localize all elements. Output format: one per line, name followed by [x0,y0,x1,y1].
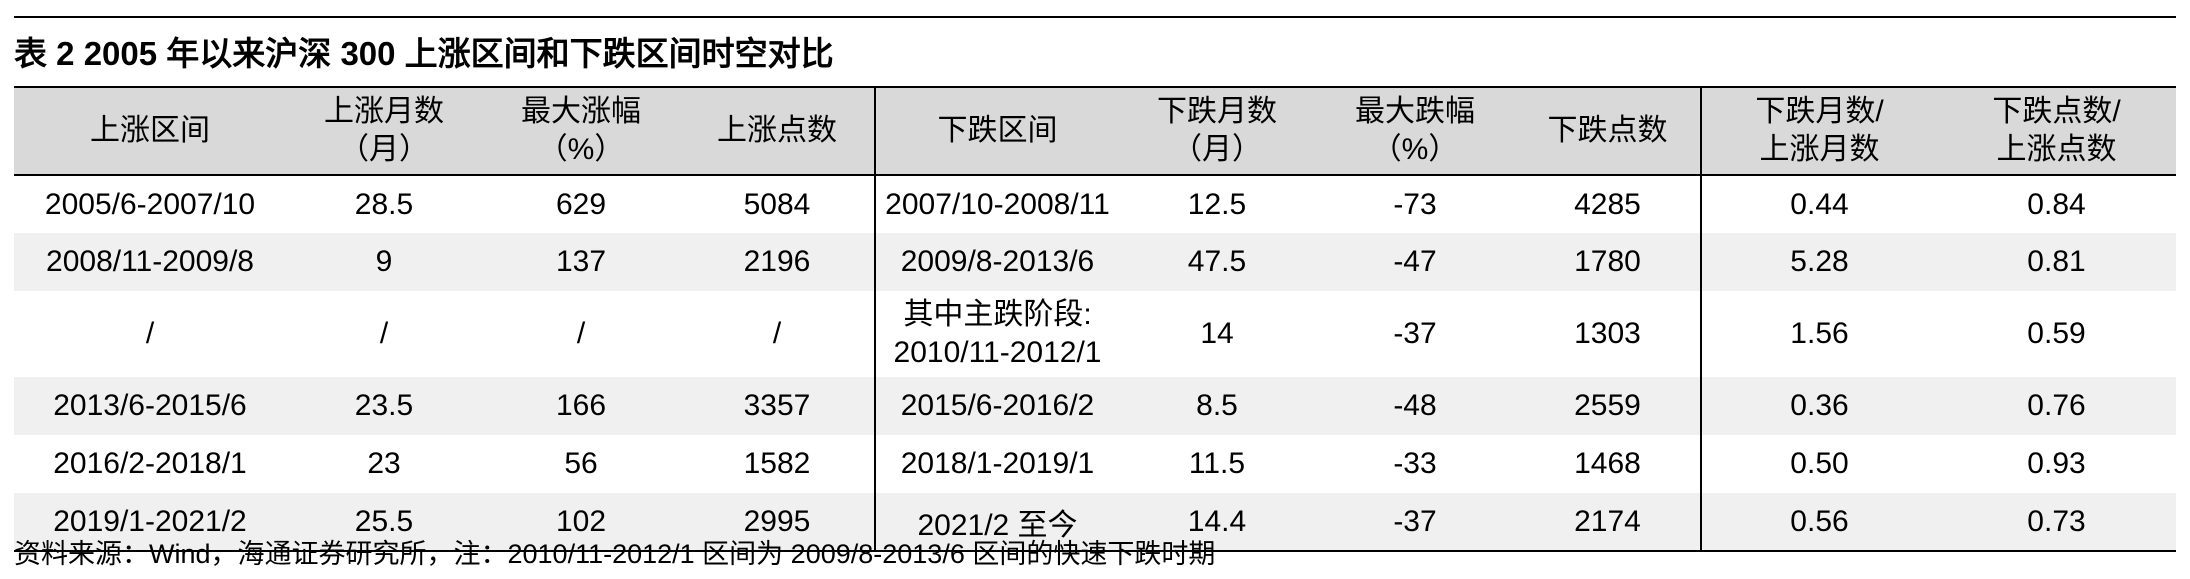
cell-max-gain: / [576,317,586,350]
cell-point-ratio: 0.93 [2027,447,2086,480]
cell-point-ratio: 0.59 [2027,317,2086,350]
cell-max-drop: -48 [1315,377,1515,435]
cell-month-ratio: 5.28 [1700,233,1937,291]
cell-month-ratio: 0.44 [1700,175,1937,233]
table-row: / / / / 其中主跌阶段: 2010/11-2012/1 14 -37 130… [14,291,2176,377]
table-title: 表 2 2005 年以来沪深 300 上涨区间和下跌区间时空对比 [14,35,834,72]
cell-up-points: 2995 [680,493,875,552]
cell-down-points: 4285 [1574,187,1641,221]
header-row: 上涨区间 上涨月数 （月） 最大涨幅 （%） 上涨点数 下跌区间 下跌月数 （月） 最… [14,86,2176,176]
table-row: 2013/6-2015/6 23.5 166 3357 2015/6-2016/… [14,377,2176,435]
cell-down-points: 2559 [1515,377,1701,435]
cell-up-range: 2019/1-2021/2 [14,493,286,552]
cell-max-drop: -37 [1315,493,1515,552]
cell-down-months: 11.5 [1188,447,1246,480]
cell-max-gain: 629 [555,187,607,221]
source-note: 资料来源：Wind，海通证券研究所，注：2010/11-2012/1 区间为 2… [14,539,1216,569]
cell-up-points: 1582 [743,447,811,480]
cell-max-gain: 102 [482,493,680,552]
cell-up-points: 5084 [743,187,811,221]
cell-up-range: 2016/2-2018/1 [53,447,247,480]
cell-max-drop: -37 [1393,317,1437,350]
cell-month-ratio: 0.36 [1700,377,1937,435]
cell-down-range: 其中主跌阶段: 2010/11-2012/1 [874,291,1119,377]
cell-down-range: 2015/6-2016/2 [874,377,1119,435]
header-max-drop: 最大跌幅 （%） [1315,86,1515,176]
cell-down-range-line1: 其中主跌阶段: [903,298,1092,331]
comparison-table: 上涨区间 上涨月数 （月） 最大涨幅 （%） 上涨点数 下跌区间 下跌月数 （月） 最… [14,86,2176,552]
cell-down-months: 47.5 [1119,233,1315,291]
table-row: 2016/2-2018/1 23 56 1582 2018/1-2019/1 1… [14,435,2176,493]
header-up-range: 上涨区间 [14,86,286,176]
header-down-points: 下跌点数 [1515,86,1701,176]
cell-point-ratio: 0.81 [1937,233,2176,291]
cell-up-months: 23.5 [286,377,482,435]
cell-up-range: 2008/11-2009/8 [14,233,286,291]
cell-up-points: 3357 [680,377,875,435]
cell-down-months: 12.5 [1187,187,1247,221]
cell-down-months: 14 [1200,317,1234,350]
cell-up-months: 23 [367,447,401,480]
header-up-months: 上涨月数 （月） [286,86,482,176]
cell-up-range: 2005/6-2007/10 [44,187,256,221]
cell-max-gain: 137 [482,233,680,291]
cell-down-range: 2007/10-2008/11 [874,175,1119,233]
cell-point-ratio: 0.84 [2027,187,2086,221]
cell-down-months: 8.5 [1119,377,1315,435]
table-row: 2008/11-2009/8 9 137 2196 2009/8-2013/6 … [14,233,2176,291]
cell-max-drop: -73 [1393,187,1437,221]
header-up-points: 上涨点数 [680,86,875,176]
cell-down-points: 1468 [1574,447,1641,480]
cell-down-points: 2174 [1515,493,1701,552]
cell-up-months: 9 [286,233,482,291]
cell-down-points: 1303 [1574,317,1641,350]
cell-down-range-line2: 2010/11-2012/1 [893,336,1102,369]
cell-point-ratio: 0.73 [1937,493,2176,552]
header-down-range: 下跌区间 [874,86,1119,176]
table-row: 2005/6-2007/10 28.5 629 5084 2007/10-200… [14,175,2176,233]
cell-max-gain: 166 [482,377,680,435]
cell-down-range: 2018/1-2019/1 [874,435,1119,493]
cell-up-range: 2013/6-2015/6 [14,377,286,435]
cell-point-ratio: 0.76 [1937,377,2176,435]
cell-up-points: / [772,317,782,350]
cell-up-months: 25.5 [286,493,482,552]
cell-down-months: 14.4 [1119,493,1315,552]
header-point-ratio: 下跌点数/上涨点数 [1937,86,2176,176]
cell-max-drop: -47 [1315,233,1515,291]
cell-up-points: 2196 [680,233,875,291]
header-month-ratio: 下跌月数/上涨月数 [1700,86,1937,176]
cell-down-range: 2021/2 至今 [874,493,1119,552]
cell-max-drop: -33 [1393,447,1437,480]
cell-up-months: 28.5 [354,187,414,221]
table-row: 2019/1-2021/2 25.5 102 2995 2021/2 至今 14… [14,493,2176,552]
header-down-months: 下跌月数 （月） [1119,86,1315,176]
cell-up-months: / [379,317,389,350]
cell-max-gain: 56 [564,447,598,480]
top-rule [14,16,2176,18]
cell-down-range: 2009/8-2013/6 [874,233,1119,291]
cell-month-ratio: 1.56 [1700,291,1937,377]
cell-down-points: 1780 [1515,233,1701,291]
cell-up-range: / [145,317,155,350]
cell-month-ratio: 0.50 [1700,435,1937,493]
header-max-gain: 最大涨幅 （%） [482,86,680,176]
cell-month-ratio: 0.56 [1700,493,1937,552]
